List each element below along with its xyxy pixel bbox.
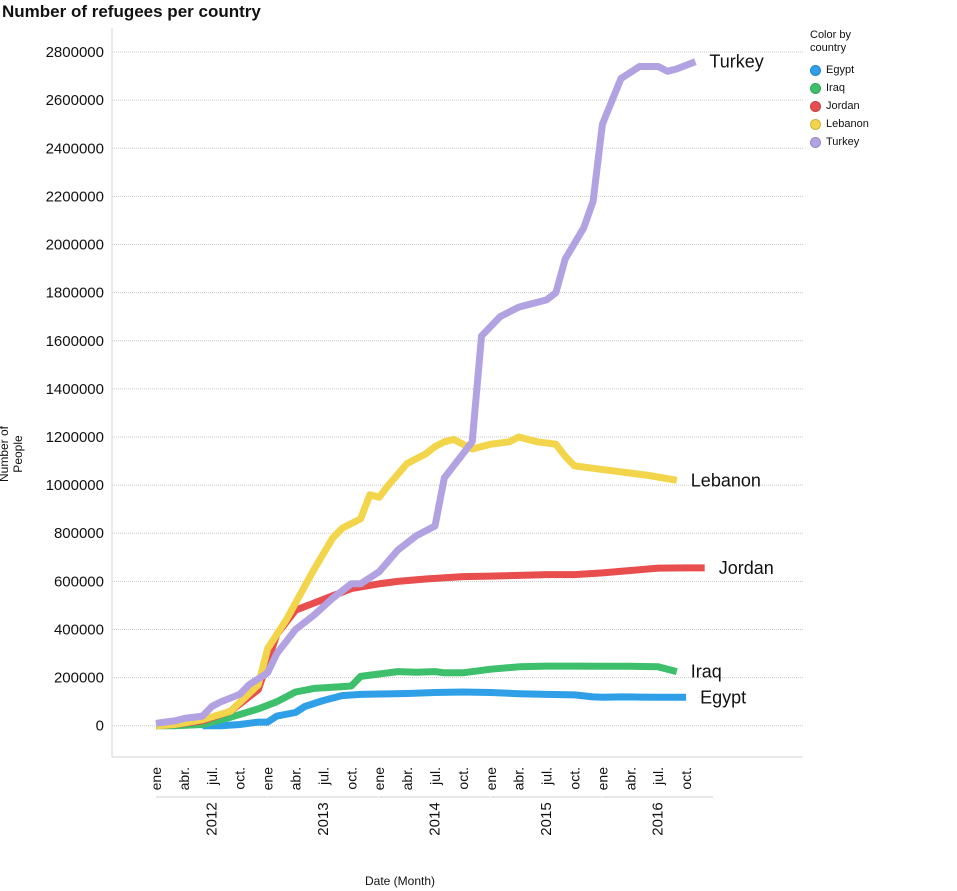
gridlines [112, 51, 803, 727]
x-tick-label: abr. [176, 767, 192, 790]
y-tick-label: 2000000 [46, 237, 104, 254]
x-year-label: 2014 [427, 802, 444, 835]
x-axis-label: Date (Month) [364, 874, 436, 888]
legend-swatch-icon [810, 118, 821, 130]
series-line-iraq[interactable] [156, 662, 678, 730]
x-tick-label: jul. [650, 767, 666, 786]
x-tick-label: oct. [343, 767, 359, 790]
legend[interactable]: Color by country Egypt Iraq Jordan Lebanon T… [810, 29, 880, 151]
x-year-label: 2016 [650, 802, 667, 835]
y-tick-label: 2600000 [46, 92, 104, 109]
y-tick-label: 600000 [54, 573, 104, 590]
x-tick-label: abr. [288, 767, 304, 790]
y-axis-label: Number of People [0, 425, 25, 483]
legend-item-label: Iraq [826, 82, 845, 94]
x-tick-label: abr. [622, 767, 638, 790]
x-tick-label: ene [260, 767, 276, 791]
x-tick-label: oct. [232, 767, 248, 790]
x-tick-labels: ene abr. jul. oct. ene abr. jul. oct. ene abr. jul… [148, 767, 714, 836]
x-year-label: 2013 [315, 802, 332, 835]
legend-item-turkey[interactable]: Turkey [810, 133, 880, 151]
y-tick-label: 1000000 [46, 477, 104, 494]
x-tick-label: jul. [204, 767, 220, 786]
y-tick-label: 2800000 [46, 44, 104, 61]
x-tick-label: jul. [427, 767, 443, 786]
x-tick-label: jul. [539, 767, 555, 786]
y-tick-label: 400000 [54, 621, 104, 638]
x-tick-label: ene [371, 767, 387, 791]
legend-item-label: Egypt [826, 64, 855, 76]
x-tick-label: abr. [511, 767, 527, 790]
series-end-label: Turkey [709, 52, 763, 72]
x-tick-label: jul. [315, 767, 331, 786]
x-tick-label: oct. [455, 767, 471, 790]
series-end-label: Iraq [691, 662, 722, 682]
series-end-label: Lebanon [691, 470, 761, 490]
legend-swatch-icon [810, 82, 821, 94]
x-tick-label: ene [148, 767, 164, 791]
y-tick-label: 200000 [54, 670, 104, 687]
x-tick-label: oct. [567, 767, 583, 790]
legend-title: Color by country [810, 29, 851, 54]
legend-swatch-icon [810, 64, 821, 76]
series-end-labels: Egypt Iraq Jordan Lebanon Turkey [691, 52, 774, 708]
series-end-label: Jordan [719, 558, 774, 578]
legend-item-label: Turkey [826, 136, 860, 148]
x-year-label: 2015 [538, 802, 555, 835]
legend-item-egypt[interactable]: Egypt [810, 61, 880, 79]
x-year-label: 2012 [203, 802, 220, 835]
legend-item-lebanon[interactable]: Lebanon [810, 115, 880, 133]
series-lines [155, 58, 705, 730]
legend-item-iraq[interactable]: Iraq [810, 79, 880, 97]
series-line-lebanon[interactable] [155, 433, 678, 730]
legend-item-label: Lebanon [826, 118, 869, 130]
y-tick-label: 2200000 [46, 188, 104, 205]
y-tick-label: 1400000 [46, 381, 104, 398]
x-tick-label: oct. [678, 767, 694, 790]
y-tick-label: 1600000 [46, 333, 104, 350]
x-tick-label: abr. [399, 767, 415, 790]
legend-item-label: Jordan [826, 100, 860, 112]
series-line-turkey[interactable] [155, 58, 697, 727]
y-tick-label: 800000 [54, 525, 104, 542]
chart-title: Number of refugees per country [2, 2, 261, 21]
series-line-egypt[interactable] [202, 688, 687, 730]
legend-swatch-icon [810, 100, 821, 112]
legend-swatch-icon [810, 136, 821, 148]
axes [111, 28, 803, 758]
y-tick-label: 1800000 [46, 285, 104, 302]
x-tick-label: ene [594, 767, 610, 791]
legend-item-jordan[interactable]: Jordan [810, 97, 880, 115]
y-tick-labels: 0 200000 400000 600000 800000 1000000 1200000 1… [46, 44, 104, 735]
y-tick-label: 1200000 [46, 429, 104, 446]
x-tick-label: ene [483, 767, 499, 791]
y-tick-label: 2400000 [46, 140, 104, 157]
y-tick-label: 0 [96, 718, 104, 735]
series-end-label: Egypt [700, 687, 746, 707]
